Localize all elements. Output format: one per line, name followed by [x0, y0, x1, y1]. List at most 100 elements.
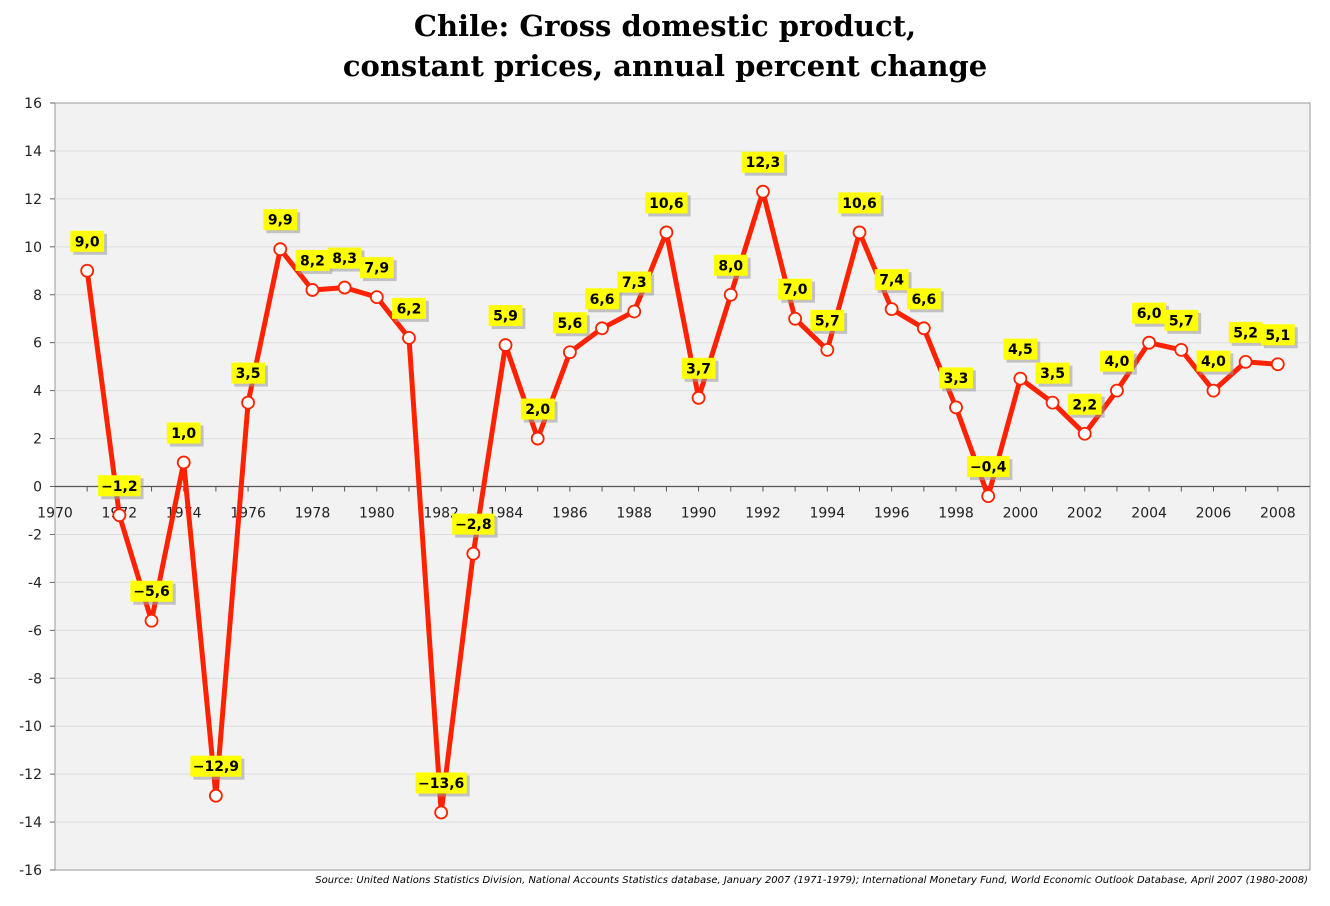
data-point — [756, 184, 770, 199]
data-label-box — [713, 254, 748, 276]
data-label-box — [1260, 324, 1295, 346]
data-point — [466, 546, 481, 561]
data-point — [241, 395, 255, 410]
data-point — [273, 242, 288, 257]
x-tick-label: 1998 — [938, 506, 974, 522]
data-point — [498, 338, 513, 352]
x-tick-label: 2006 — [1196, 506, 1232, 522]
y-tick-label: -8 — [28, 671, 42, 687]
x-tick-label: 1978 — [295, 506, 331, 522]
y-tick-label: 8 — [33, 288, 42, 304]
y-tick-label: -4 — [28, 575, 42, 591]
data-label: 5,1 — [1265, 328, 1290, 344]
data-point — [337, 280, 352, 295]
data-point — [884, 302, 899, 317]
data-labels: 9,0 −1,2 −5,6 1,0 −12,9 3,5 9,9 8,2 8,3 7,9 6,2 −13… — [70, 151, 1298, 797]
data-point — [852, 225, 867, 240]
x-tick-label: 1988 — [616, 506, 652, 522]
data-point — [691, 390, 706, 405]
data-point — [434, 805, 449, 820]
data-point — [1238, 354, 1253, 369]
x-tick-label: 1992 — [745, 506, 781, 522]
y-tick-label: 10 — [24, 240, 42, 256]
data-label-box — [130, 580, 173, 602]
data-label-box — [231, 362, 265, 384]
x-tick-label: 2008 — [1260, 506, 1296, 522]
data-label-box — [1132, 302, 1167, 324]
data-point — [208, 788, 223, 803]
series-line — [84, 189, 1281, 815]
data-point — [1270, 357, 1285, 372]
data-label: 3,7 — [686, 361, 711, 377]
data-point — [820, 342, 835, 357]
y-tick-label: 12 — [24, 192, 42, 208]
x-tick-label: 1982 — [423, 506, 459, 522]
data-point — [112, 508, 127, 523]
data-label: 3,3 — [944, 371, 969, 387]
data-label: 7,9 — [364, 261, 389, 277]
data-label: 9,0 — [75, 234, 100, 250]
data-label: 3,5 — [236, 366, 261, 382]
data-label: 2,2 — [1072, 397, 1097, 413]
data-label-box — [838, 192, 881, 214]
x-tick-label: 1996 — [874, 506, 910, 522]
data-label-box — [810, 309, 845, 331]
y-tick-label: -10 — [19, 719, 42, 735]
x-tick-label: 2000 — [1003, 506, 1039, 522]
data-point — [1110, 383, 1124, 398]
data-point — [369, 290, 384, 305]
data-label: −13,6 — [418, 776, 464, 792]
data-label-box — [874, 269, 909, 291]
data-label: 6,6 — [911, 292, 936, 308]
data-label-box — [1003, 338, 1038, 360]
data-label: 5,7 — [815, 313, 840, 329]
data-label: 7,4 — [879, 273, 904, 289]
data-label-box — [70, 230, 105, 252]
chart-title-line-1: Chile: Gross domestic product, — [413, 9, 917, 43]
data-label: 4,0 — [1201, 354, 1226, 370]
data-label: −0,4 — [970, 460, 1007, 476]
data-label: 8,0 — [718, 258, 743, 274]
y-tick-label: -6 — [28, 623, 42, 639]
data-label: 10,6 — [842, 196, 877, 212]
data-label-box — [415, 772, 467, 794]
data-point — [1206, 383, 1221, 398]
data-label: 3,5 — [1040, 366, 1065, 382]
data-label: 9,9 — [268, 213, 293, 229]
data-label: −2,8 — [455, 517, 492, 533]
data-point — [1013, 371, 1028, 386]
data-label: −1,2 — [101, 479, 138, 495]
x-tick-label: 1990 — [681, 506, 717, 522]
data-label: 8,3 — [332, 251, 357, 267]
data-label-box — [906, 288, 941, 310]
data-label: 6,2 — [397, 301, 422, 317]
data-label: 4,5 — [1008, 342, 1033, 358]
data-label-box — [1100, 350, 1134, 372]
y-tick-label: 0 — [33, 480, 42, 496]
series-gdp-growth — [80, 184, 1285, 820]
data-label-box — [1196, 350, 1231, 372]
data-label-box — [392, 297, 426, 319]
x-tick-label: 1986 — [552, 506, 588, 522]
data-label-box — [98, 475, 141, 497]
data-label-box — [778, 278, 813, 300]
y-tick-label: 4 — [33, 384, 42, 400]
data-label: 2,0 — [525, 402, 550, 418]
data-point — [1045, 395, 1060, 410]
data-label: −5,6 — [133, 584, 170, 600]
x-tick-label: 1970 — [37, 506, 73, 522]
data-point — [788, 311, 803, 326]
data-label-box — [681, 357, 716, 379]
data-point — [530, 431, 545, 446]
x-tick-label: 1976 — [230, 506, 266, 522]
data-label-box — [967, 456, 1010, 478]
data-point — [595, 321, 609, 336]
data-label-box — [617, 271, 652, 293]
data-label-box — [939, 367, 973, 389]
data-label-box — [263, 209, 298, 231]
data-label-box — [520, 398, 555, 420]
data-label: 12,3 — [746, 155, 781, 171]
x-tick-label: 2002 — [1067, 506, 1103, 522]
data-point — [627, 304, 642, 319]
